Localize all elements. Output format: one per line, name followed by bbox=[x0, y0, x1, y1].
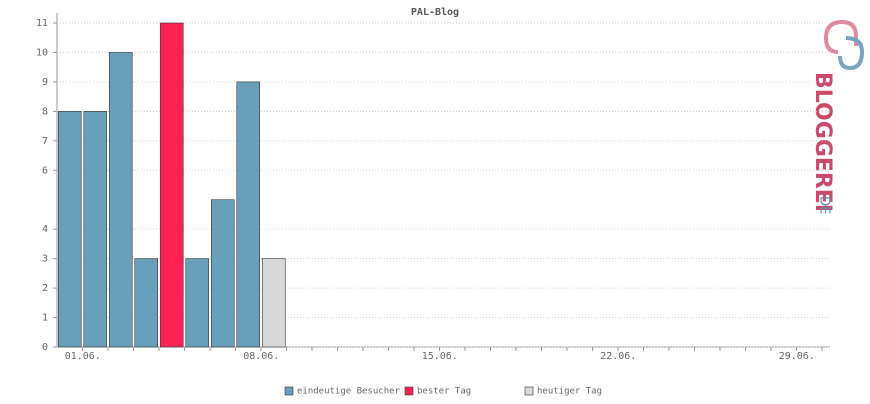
bar bbox=[261, 258, 286, 348]
y-tick-label: 8 bbox=[42, 106, 48, 117]
x-tick-label: 22.06. bbox=[600, 351, 636, 362]
y-tick-label: 11 bbox=[36, 18, 48, 29]
legend-swatch bbox=[284, 386, 294, 396]
y-tick-label: 1 bbox=[42, 313, 48, 324]
logo-suffix: .DE bbox=[817, 192, 832, 214]
y-tick-label: 2 bbox=[42, 283, 48, 294]
bar bbox=[108, 52, 133, 348]
legend-swatch bbox=[524, 386, 534, 396]
bar bbox=[57, 111, 82, 348]
y-tick-label: 10 bbox=[36, 47, 48, 58]
bar bbox=[159, 22, 184, 348]
logo-icon bbox=[823, 19, 858, 54]
chart-title: PAL-Blog bbox=[411, 7, 459, 18]
logo: BLOGGEREI .DE bbox=[810, 19, 865, 214]
legend-label: eindeutige Besucher bbox=[297, 387, 401, 397]
legend-swatch bbox=[404, 386, 414, 396]
legend-label: heutiger Tag bbox=[537, 387, 602, 397]
legend-label: bester Tag bbox=[417, 387, 471, 397]
x-tick-label: 01.06. bbox=[65, 351, 101, 362]
bar bbox=[134, 258, 159, 348]
bar bbox=[210, 199, 235, 348]
x-tick-label: 29.06. bbox=[779, 351, 815, 362]
y-tick-label: 0 bbox=[42, 342, 48, 353]
y-tick-label: 4 bbox=[42, 224, 48, 235]
y-tick-label: 6 bbox=[42, 165, 48, 176]
logo-icon bbox=[838, 36, 865, 71]
x-tick-label: 08.06. bbox=[243, 351, 279, 362]
bar bbox=[83, 111, 108, 348]
bar bbox=[185, 258, 210, 348]
y-tick-label: 3 bbox=[42, 254, 48, 265]
y-tick-label: 7 bbox=[42, 136, 48, 147]
logo-text: BLOGGEREI bbox=[810, 72, 835, 212]
y-tick-label: 9 bbox=[42, 77, 48, 88]
bar bbox=[236, 81, 261, 348]
x-tick-label: 15.06. bbox=[422, 351, 458, 362]
